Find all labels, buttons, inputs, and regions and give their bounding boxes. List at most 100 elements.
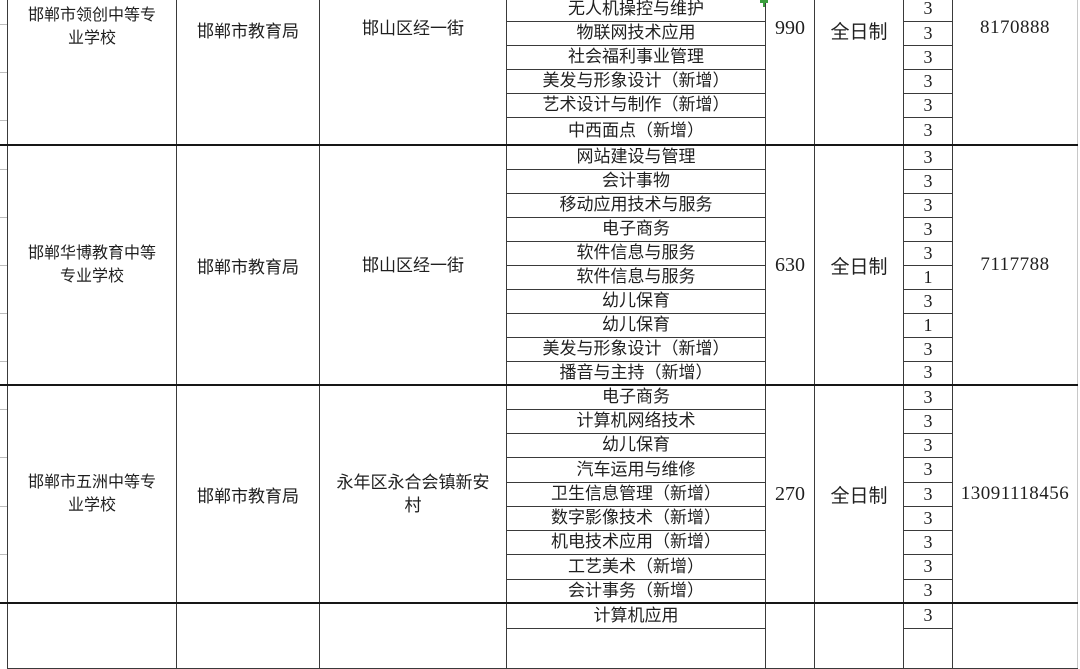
table-row: 计算机应用 3 [7,602,1078,669]
cell-years: 3 [903,240,953,266]
cell-phone: 7117788 [952,144,1078,386]
cell-years: 3 [903,192,953,218]
cell-major: 机电技术应用（新增） [506,529,766,555]
cell-years: 3 [903,384,953,410]
cell-years: 3 [903,20,953,46]
text-line: 村 [404,496,422,515]
cell-years: 3 [903,116,953,146]
cell-major: 会计事物 [506,168,766,194]
cell-years: 3 [903,144,953,170]
cell-major: 无人机操控与维护 [506,0,766,22]
cell-years: 3 [903,553,953,580]
cell-major: 播音与主持（新增） [506,360,766,386]
gridline-tick [0,72,7,73]
table-row: 邯郸华博教育中等 专业学校 邯郸市教育局 邯山区经一街 网站建设与管理 630 全… [7,144,1078,386]
cell-major: 软件信息与服务 [506,240,766,266]
cell-bureau: 邯郸市教育局 [176,384,320,604]
gridline-tick [0,265,7,266]
gridline-tick [0,554,7,555]
cell-years: 3 [903,408,953,434]
gridline-tick [0,457,7,458]
cell-major: 计算机应用 [506,602,766,629]
cell-address: 永年区永合会镇新安村 [319,384,507,604]
cell-major: 数字影像技术（新增） [506,505,766,531]
table-row: 物联网技术应用 3 [8,20,1078,46]
table-row: 美发与形象设计（新增） 3 [8,68,1078,94]
green-cell-marker-icon [760,0,768,7]
table-row: 数字影像技术（新增） 3 [8,505,1078,531]
cell-major: 幼儿保育 [506,432,766,458]
cell-major: 幼儿保育 [506,312,766,338]
cell-major: 艺术设计与制作（新增） [506,92,766,118]
table-row: 幼儿保育 3 [8,288,1078,314]
text-line: 专业学校 [59,268,124,285]
table-row: 幼儿保育 1 [8,312,1078,338]
table-row: 邯郸市五洲中等专 业学校 邯郸市教育局 永年区永合会镇新安村 电子商务 270 全… [7,384,1078,604]
table-row: 计算机网络技术 3 [8,408,1078,434]
cell-school-name: 邯郸华博教育中等 专业学校 [7,144,177,386]
text-line: 邯郸市五洲中等专 [27,474,156,491]
table-row: 会计事务（新增） 3 [8,578,1078,604]
cell-bureau: 邯郸市教育局 [176,144,320,386]
cell-enrollment-count: 990 [765,0,815,146]
table-row: 中西面点（新增） 3 [8,116,1078,146]
cell-schooling-type: 全日制 [814,0,904,146]
school-name-text: 邯郸华博教育中等 专业学校 [9,242,176,288]
cell-years: 3 [903,44,953,70]
gridline-tick [0,313,7,314]
text-line: 邯郸华博教育中等 [27,245,156,262]
gridline-tick [0,217,7,218]
block-separator-segment [0,384,7,386]
table-row: 社会福利事业管理 3 [8,44,1078,70]
cell-years: 3 [903,336,953,362]
cell-major: 电子商务 [506,384,766,410]
text-line: 业学校 [67,30,116,47]
cell-major: 美发与形象设计（新增） [506,336,766,362]
cell-major [506,627,766,669]
gridline-tick [0,169,7,170]
address-text: 永年区永合会镇新安村 [321,471,506,517]
cell-major: 社会福利事业管理 [506,44,766,70]
cell-years: 3 [903,68,953,94]
table-row: 机电技术应用（新增） 3 [8,529,1078,555]
table-row: 播音与主持（新增） 3 [8,360,1078,386]
cell-major: 卫生信息管理（新增） [506,481,766,507]
cell-years: 3 [903,288,953,314]
cell-enrollment-count: 270 [765,384,815,604]
text-line: 邯郸市领创中等专 [27,7,156,24]
cell-school-name [7,602,177,669]
cell-major: 工艺美术（新增） [506,553,766,580]
cell-years: 3 [903,0,953,22]
cell-major: 软件信息与服务 [506,264,766,290]
cell-years: 3 [903,481,953,507]
cell-address [319,602,507,669]
cell-schooling-type: 全日制 [814,384,904,604]
cell-years: 3 [903,92,953,118]
text-line: 业学校 [67,497,116,514]
gridline-tick [0,120,7,121]
cell-schooling-type: 全日制 [814,144,904,386]
cell-phone: 8170888 [952,0,1078,146]
text-line: 邯山区经一街 [362,19,464,38]
address-text: 邯山区经一街 [321,17,506,40]
cell-school-name: 邯郸市五洲中等专 业学校 [7,384,177,604]
cell-years: 1 [903,264,953,290]
cell-major: 会计事务（新增） [506,578,766,604]
cell-bureau [176,602,320,669]
table-row: 软件信息与服务 1 [8,264,1078,290]
cell-years: 3 [903,432,953,458]
cell-enrollment-count: 630 [765,144,815,386]
cell-major: 美发与形象设计（新增） [506,68,766,94]
cell-major: 汽车运用与维修 [506,456,766,483]
cell-years [903,627,953,669]
block-separator-segment [0,602,7,604]
cell-major: 中西面点（新增） [506,116,766,146]
school-name-text: 邯郸市五洲中等专 业学校 [9,471,176,517]
cell-major: 计算机网络技术 [506,408,766,434]
cell-phone: 13091118456 [952,384,1078,604]
cell-schooling-type [814,602,904,669]
cell-enrollment-count [765,602,815,669]
cell-major: 网站建设与管理 [506,144,766,170]
cell-major: 电子商务 [506,216,766,242]
